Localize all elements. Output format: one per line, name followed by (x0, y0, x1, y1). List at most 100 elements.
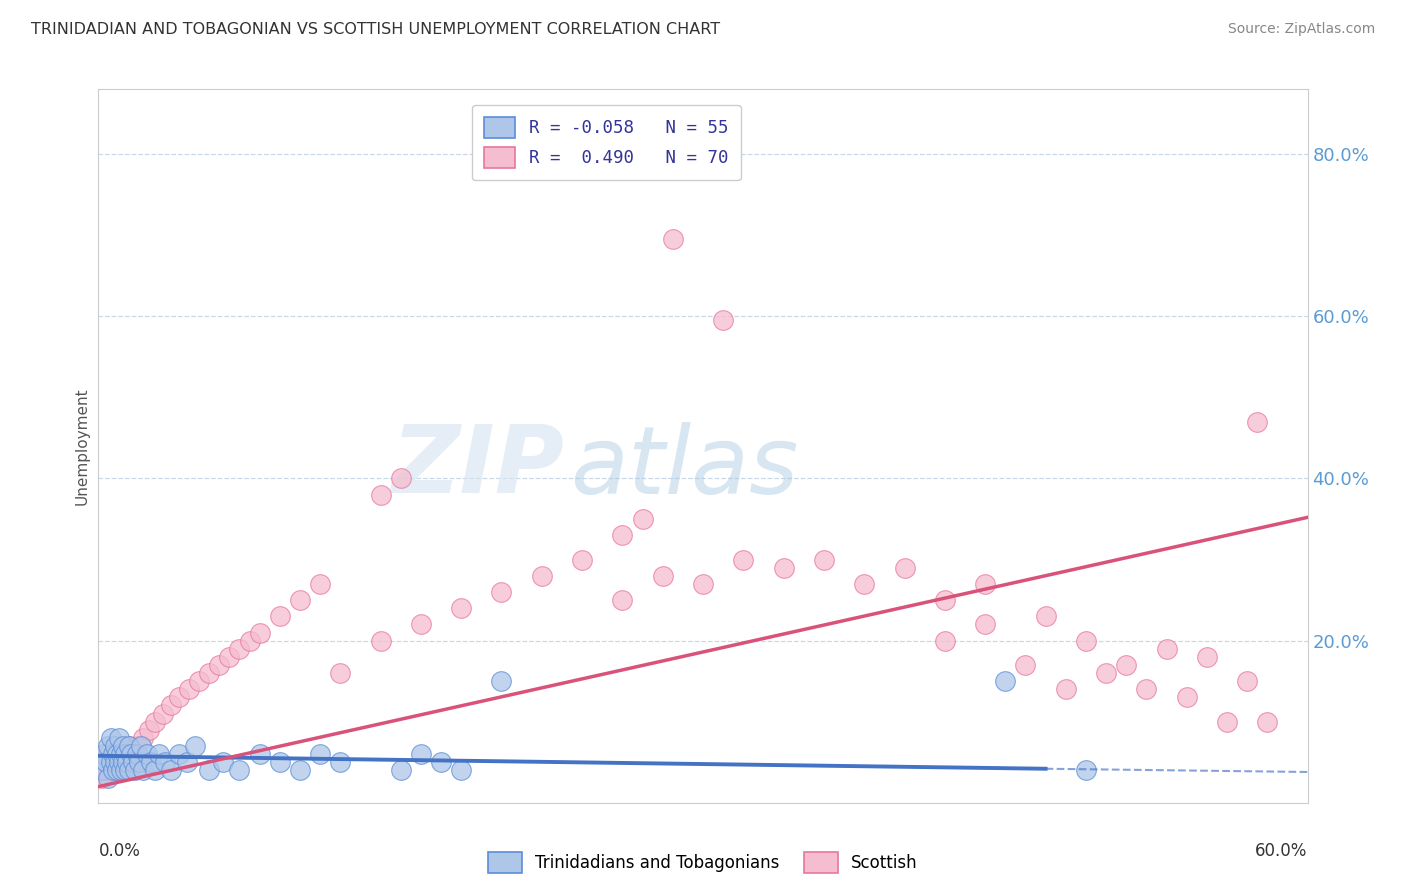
Point (148, 747, 170, 761)
Point (132, 731, 155, 745)
Text: ZIP: ZIP (391, 421, 564, 514)
Point (1014, 657, 1036, 672)
Text: 60.0%: 60.0% (1256, 842, 1308, 860)
Point (153, 756, 176, 770)
Point (288, 593, 311, 607)
Point (118, 739, 141, 753)
Point (121, 756, 143, 770)
Point (269, 756, 291, 770)
Point (772, 560, 794, 574)
Point (288, 764, 311, 778)
Point (160, 698, 183, 713)
Point (208, 657, 231, 672)
Point (1115, 657, 1137, 672)
Point (198, 666, 221, 681)
Text: TRINIDADIAN AND TOBAGONIAN VS SCOTTISH UNEMPLOYMENT CORRELATION CHART: TRINIDADIAN AND TOBAGONIAN VS SCOTTISH U… (31, 22, 720, 37)
Point (100, 731, 122, 745)
Point (612, 593, 634, 607)
Point (100, 756, 122, 770)
Point (1246, 415, 1268, 429)
Point (96, 756, 118, 770)
Legend: Trinidadians and Tobagonians, Scottish: Trinidadians and Tobagonians, Scottish (482, 846, 924, 880)
Point (893, 560, 915, 574)
Point (91, 764, 114, 778)
Point (1074, 633, 1097, 648)
Point (1175, 690, 1198, 705)
Point (93, 747, 115, 761)
Point (651, 568, 673, 582)
Point (176, 756, 198, 770)
Point (143, 714, 166, 729)
Point (114, 747, 136, 761)
Point (692, 577, 714, 591)
Point (93, 756, 115, 770)
Point (138, 723, 160, 737)
Point (179, 682, 201, 697)
Point (1054, 682, 1077, 697)
Point (114, 764, 136, 778)
Point (188, 674, 211, 689)
Point (450, 764, 472, 778)
Point (309, 747, 332, 761)
Point (105, 756, 128, 770)
Point (111, 756, 134, 770)
Point (733, 552, 755, 566)
Point (491, 585, 513, 599)
Point (661, 232, 683, 246)
Point (101, 747, 124, 761)
Point (125, 747, 148, 761)
Point (103, 739, 125, 753)
Point (228, 641, 250, 656)
Point (1236, 674, 1258, 689)
Point (97, 739, 120, 753)
Point (631, 512, 654, 526)
Point (105, 764, 128, 778)
Point (389, 764, 412, 778)
Point (239, 633, 262, 648)
Point (124, 764, 146, 778)
Text: atlas: atlas (569, 422, 799, 513)
Point (934, 633, 956, 648)
Point (111, 756, 134, 770)
Point (1216, 714, 1239, 729)
Point (934, 593, 956, 607)
Point (107, 764, 129, 778)
Point (101, 764, 124, 778)
Point (269, 609, 291, 624)
Point (430, 756, 453, 770)
Point (132, 764, 155, 778)
Point (110, 764, 132, 778)
Point (91, 772, 114, 786)
Point (160, 764, 183, 778)
Point (711, 313, 734, 327)
Point (370, 633, 392, 648)
Point (249, 747, 271, 761)
Point (309, 577, 332, 591)
Point (329, 756, 352, 770)
Text: 0.0%: 0.0% (98, 842, 141, 860)
Point (135, 747, 157, 761)
Point (409, 617, 432, 632)
Point (118, 739, 141, 753)
Point (96, 764, 118, 778)
Point (100, 756, 122, 770)
Point (167, 690, 190, 705)
Point (107, 756, 129, 770)
Point (228, 764, 250, 778)
Point (1195, 649, 1218, 664)
Point (218, 649, 240, 664)
Point (450, 601, 472, 615)
Legend: R = -0.058   N = 55, R =  0.490   N = 70: R = -0.058 N = 55, R = 0.490 N = 70 (472, 105, 741, 180)
Point (103, 747, 125, 761)
Point (994, 674, 1017, 689)
Point (974, 577, 997, 591)
Text: Source: ZipAtlas.com: Source: ZipAtlas.com (1227, 22, 1375, 37)
Point (114, 764, 136, 778)
Point (571, 552, 593, 566)
Point (129, 739, 152, 753)
Point (101, 764, 124, 778)
Point (152, 706, 174, 721)
Point (107, 731, 129, 745)
Point (128, 756, 150, 770)
Point (118, 764, 141, 778)
